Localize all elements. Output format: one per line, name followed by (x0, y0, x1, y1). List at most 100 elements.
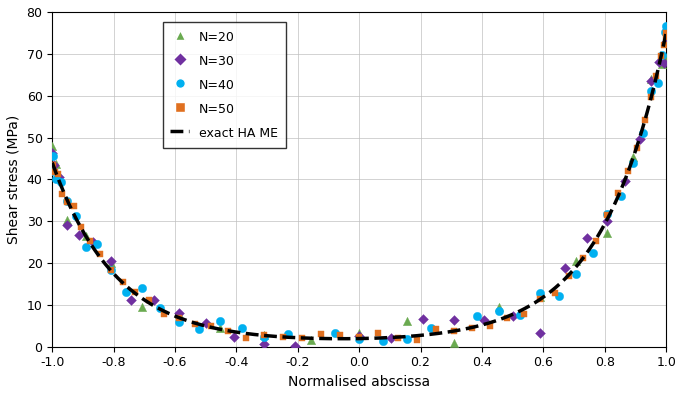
N=50 (117, 279, 128, 285)
N=40 (402, 336, 413, 342)
N=50 (49, 168, 60, 175)
N=40 (652, 80, 663, 87)
N=40 (534, 290, 545, 297)
exact HA ME (512, 311, 520, 316)
N=40 (193, 326, 204, 332)
Line: exact HA ME: exact HA ME (52, 33, 666, 339)
N=40 (378, 338, 389, 344)
N=50 (206, 323, 217, 329)
N=20 (449, 340, 460, 346)
N=30 (88, 239, 99, 245)
N=20 (46, 143, 57, 149)
N=50 (590, 238, 601, 244)
N=40 (173, 319, 184, 326)
X-axis label: Normalised abscissa: Normalised abscissa (288, 375, 430, 389)
N=20 (173, 311, 184, 317)
N=20 (402, 318, 413, 325)
N=50 (189, 321, 200, 327)
N=20 (306, 337, 317, 344)
N=40 (105, 267, 116, 273)
N=30 (660, 39, 671, 45)
N=30 (229, 334, 240, 340)
N=20 (645, 76, 656, 82)
N=20 (534, 294, 545, 300)
N=30 (46, 150, 57, 156)
exact HA ME (662, 30, 670, 35)
N=30 (148, 297, 159, 304)
exact HA ME (48, 160, 56, 165)
N=40 (80, 244, 91, 250)
N=40 (615, 193, 626, 200)
N=40 (120, 289, 131, 296)
N=40 (493, 308, 504, 314)
N=20 (571, 258, 582, 264)
N=40 (282, 331, 293, 337)
N=50 (660, 30, 671, 36)
N=50 (373, 330, 384, 336)
N=40 (48, 152, 59, 159)
N=50 (534, 296, 545, 302)
N=30 (602, 218, 613, 225)
N=30 (200, 320, 211, 326)
N=20 (214, 325, 225, 331)
N=40 (354, 335, 365, 342)
N=40 (46, 168, 57, 174)
N=50 (316, 331, 326, 337)
N=40 (61, 198, 72, 204)
N=20 (51, 161, 61, 167)
N=50 (76, 224, 87, 230)
N=40 (657, 52, 668, 58)
Legend: N=20, N=30, N=40, N=50, exact HA ME: N=20, N=30, N=40, N=50, exact HA ME (163, 21, 285, 148)
N=50 (223, 328, 234, 335)
N=50 (335, 332, 346, 338)
N=40 (587, 249, 598, 256)
N=50 (660, 34, 671, 40)
N=30 (290, 343, 301, 350)
N=50 (651, 73, 662, 79)
N=30 (105, 257, 116, 264)
N=50 (655, 53, 666, 59)
N=50 (484, 322, 495, 329)
N=50 (143, 297, 154, 303)
N=50 (259, 331, 270, 338)
N=30 (354, 333, 365, 339)
N=20 (602, 230, 613, 236)
N=20 (627, 154, 638, 160)
N=30 (61, 222, 72, 228)
N=40 (154, 305, 165, 312)
N=40 (236, 325, 247, 331)
N=30 (645, 78, 656, 85)
Y-axis label: Shear stress (MPa): Shear stress (MPa) (7, 115, 21, 244)
N=20 (80, 233, 91, 239)
N=50 (61, 199, 72, 205)
exact HA ME (411, 333, 419, 338)
N=30 (507, 313, 518, 319)
N=30 (126, 297, 137, 303)
N=50 (632, 145, 643, 151)
N=50 (46, 162, 57, 168)
N=40 (645, 88, 656, 94)
N=40 (471, 313, 482, 319)
N=50 (549, 290, 560, 296)
N=50 (68, 203, 79, 209)
N=40 (70, 213, 81, 219)
N=50 (52, 171, 63, 177)
N=20 (657, 61, 668, 67)
exact HA ME (338, 336, 346, 341)
N=50 (411, 337, 422, 343)
N=30 (173, 310, 184, 316)
N=40 (330, 329, 341, 336)
N=50 (240, 335, 251, 341)
exact HA ME (206, 325, 214, 329)
N=50 (639, 116, 650, 123)
N=20 (354, 330, 365, 336)
N=50 (501, 315, 512, 321)
N=50 (613, 189, 624, 196)
N=50 (296, 335, 307, 341)
N=40 (426, 324, 436, 331)
N=30 (479, 317, 490, 324)
N=30 (48, 162, 59, 168)
N=50 (57, 191, 68, 197)
N=50 (354, 334, 365, 340)
N=30 (386, 335, 397, 341)
